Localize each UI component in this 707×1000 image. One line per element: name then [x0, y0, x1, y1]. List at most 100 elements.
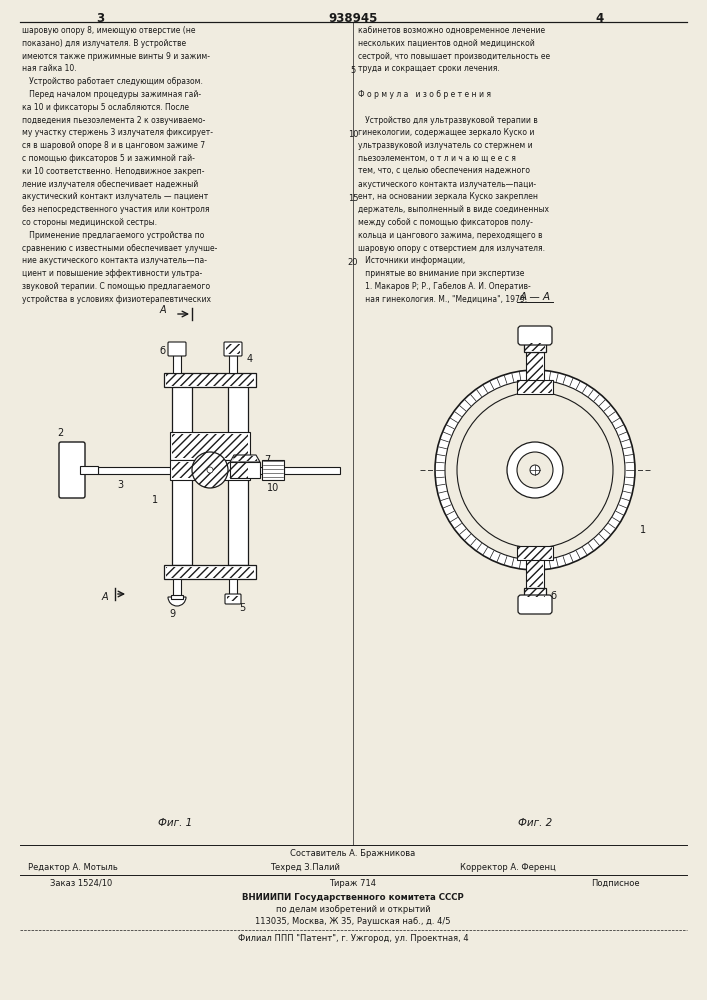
- Circle shape: [530, 465, 540, 475]
- Circle shape: [517, 452, 553, 488]
- Bar: [229, 579, 237, 597]
- Text: пьезоэлементом, о т л и ч а ю щ е е с я: пьезоэлементом, о т л и ч а ю щ е е с я: [358, 154, 516, 163]
- FancyBboxPatch shape: [168, 342, 186, 356]
- Text: Подписное: Подписное: [591, 879, 640, 888]
- Text: со стороны медицинской сестры.: со стороны медицинской сестры.: [22, 218, 157, 227]
- Text: 3: 3: [117, 480, 123, 490]
- Polygon shape: [230, 455, 260, 462]
- Text: звуковой терапии. С помощью предлагаемого: звуковой терапии. С помощью предлагаемог…: [22, 282, 210, 291]
- Text: ление излучателя обеспечивает надежный: ление излучателя обеспечивает надежный: [22, 180, 198, 189]
- Text: A: A: [160, 305, 166, 315]
- Text: Техред З.Палий: Техред З.Палий: [270, 863, 340, 872]
- Text: принятые во внимание при экспертизе: принятые во внимание при экспертизе: [358, 269, 525, 278]
- Text: Заказ 1524/10: Заказ 1524/10: [50, 879, 112, 888]
- Bar: [526, 352, 544, 382]
- FancyBboxPatch shape: [518, 326, 552, 345]
- Bar: [524, 588, 546, 598]
- Bar: [517, 546, 553, 560]
- Text: Тираж 714: Тираж 714: [329, 879, 377, 888]
- Text: 9: 9: [169, 609, 175, 619]
- Text: Составитель А. Бражникова: Составитель А. Бражникова: [291, 849, 416, 858]
- Text: б: б: [550, 591, 556, 601]
- Text: кабинетов возможно одновременное лечение: кабинетов возможно одновременное лечение: [358, 26, 545, 35]
- Text: б: б: [159, 346, 165, 356]
- FancyBboxPatch shape: [518, 595, 552, 614]
- Text: ся в шаровой опоре 8 и в цанговом зажиме 7: ся в шаровой опоре 8 и в цанговом зажиме…: [22, 141, 205, 150]
- Bar: [173, 579, 181, 597]
- Bar: [228, 375, 248, 565]
- Text: без непосредственного участия или контроля: без непосредственного участия или контро…: [22, 205, 209, 214]
- Bar: [164, 565, 256, 579]
- Text: устройства в условиях физиотерапевтических: устройства в условиях физиотерапевтическ…: [22, 295, 211, 304]
- Bar: [527, 559, 543, 587]
- Text: Устройство для ультразвуковой терапии в: Устройство для ультразвуковой терапии в: [358, 116, 538, 125]
- Text: 1: 1: [640, 525, 646, 535]
- Text: Фиг. 2: Фиг. 2: [518, 818, 552, 828]
- Text: му участку стержень 3 излучателя фиксирует-: му участку стержень 3 излучателя фиксиру…: [22, 128, 213, 137]
- Text: Устройство работает следующим образом.: Устройство работает следующим образом.: [22, 77, 203, 86]
- Text: 4: 4: [596, 12, 604, 25]
- Bar: [164, 373, 256, 387]
- Text: ная гинекология. М., "Медицина", 1979.: ная гинекология. М., "Медицина", 1979.: [358, 295, 527, 304]
- Bar: [524, 342, 546, 352]
- Text: Источники информации,: Источники информации,: [358, 256, 465, 265]
- Text: труда и сокращает сроки лечения.: труда и сокращает сроки лечения.: [358, 64, 500, 73]
- FancyBboxPatch shape: [224, 342, 242, 356]
- Text: ние акустического контакта излучатель—па-: ние акустического контакта излучатель—па…: [22, 256, 207, 265]
- Bar: [171, 595, 183, 599]
- Bar: [526, 558, 544, 588]
- Text: акустического контакта излучатель—паци-: акустического контакта излучатель—паци-: [358, 180, 536, 189]
- Text: сравнению с известными обеспечивает улучше-: сравнению с известными обеспечивает улуч…: [22, 244, 217, 253]
- Bar: [518, 547, 552, 559]
- Text: тем, что, с целью обеспечения надежного: тем, что, с целью обеспечения надежного: [358, 167, 530, 176]
- Text: Фиг. 1: Фиг. 1: [158, 818, 192, 828]
- Bar: [170, 432, 250, 460]
- Text: подведения пьезоэлемента 2 к озвучиваемо-: подведения пьезоэлемента 2 к озвучиваемо…: [22, 116, 205, 125]
- Text: Ф о р м у л а   и з о б р е т е н и я: Ф о р м у л а и з о б р е т е н и я: [358, 90, 491, 99]
- Text: показано) для излучателя. В устройстве: показано) для излучателя. В устройстве: [22, 39, 186, 48]
- Text: 1. Макаров Р; Р., Габелов А. И. Оператив-: 1. Макаров Р; Р., Габелов А. И. Оператив…: [358, 282, 531, 291]
- Circle shape: [445, 380, 625, 560]
- Text: ка 10 и фиксаторы 5 ослабляются. После: ка 10 и фиксаторы 5 ослабляются. После: [22, 103, 189, 112]
- Text: 113035, Москва, Ж 35, Раушская наб., д. 4/5: 113035, Москва, Ж 35, Раушская наб., д. …: [255, 917, 451, 926]
- Circle shape: [435, 370, 635, 570]
- Bar: [172, 375, 192, 565]
- Bar: [166, 374, 254, 386]
- FancyBboxPatch shape: [59, 442, 85, 498]
- Text: кольца и цангового зажима, переходящего в: кольца и цангового зажима, переходящего …: [358, 231, 542, 240]
- Circle shape: [457, 392, 613, 548]
- Text: A: A: [102, 592, 108, 602]
- Text: с помощью фиксаторов 5 и зажимной гай-: с помощью фиксаторов 5 и зажимной гай-: [22, 154, 195, 163]
- Bar: [517, 380, 553, 394]
- FancyBboxPatch shape: [225, 594, 241, 604]
- Bar: [262, 460, 284, 480]
- Text: 5: 5: [239, 603, 245, 613]
- Text: Филиал ППП "Патент", г. Ужгород, ул. Проектная, 4: Филиал ППП "Патент", г. Ужгород, ул. Про…: [238, 934, 468, 943]
- Text: нескольких пациентов одной медицинской: нескольких пациентов одной медицинской: [358, 39, 534, 48]
- Bar: [172, 434, 248, 458]
- Bar: [226, 344, 240, 354]
- Circle shape: [207, 467, 213, 473]
- Text: 3: 3: [481, 455, 487, 465]
- Bar: [518, 381, 552, 393]
- Bar: [98, 466, 280, 474]
- Text: шаровую опору 8, имеющую отверстие (не: шаровую опору 8, имеющую отверстие (не: [22, 26, 196, 35]
- Bar: [166, 567, 254, 578]
- Text: ВНИИИПИ Государственного комитета СССР: ВНИИИПИ Государственного комитета СССР: [242, 893, 464, 902]
- Text: 10: 10: [267, 483, 279, 493]
- Bar: [170, 460, 250, 480]
- Text: имеются также прижимные винты 9 и зажим-: имеются также прижимные винты 9 и зажим-: [22, 52, 210, 61]
- Wedge shape: [168, 597, 186, 606]
- Bar: [80, 466, 98, 474]
- Text: ки 10 соответственно. Неподвижное закреп-: ки 10 соответственно. Неподвижное закреп…: [22, 167, 204, 176]
- Bar: [525, 343, 545, 351]
- Text: 3: 3: [96, 12, 104, 25]
- Text: Применение предлагаемого устройства по: Применение предлагаемого устройства по: [22, 231, 204, 240]
- Text: 5: 5: [351, 66, 356, 75]
- Bar: [173, 355, 181, 373]
- Text: 938945: 938945: [328, 12, 378, 25]
- Text: сестрой, что повышает производительность ее: сестрой, что повышает производительность…: [358, 52, 550, 61]
- Text: Перед началом процедуры зажимная гай-: Перед началом процедуры зажимная гай-: [22, 90, 201, 99]
- Circle shape: [507, 442, 563, 498]
- Text: циент и повышение эффективности ультра-: циент и повышение эффективности ультра-: [22, 269, 202, 278]
